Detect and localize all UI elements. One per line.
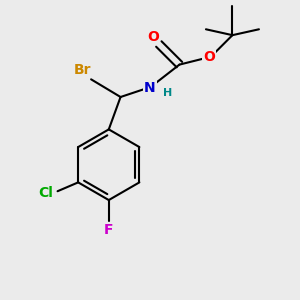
Text: F: F <box>104 223 113 236</box>
Text: N: N <box>144 81 156 95</box>
Text: O: O <box>203 50 215 64</box>
Text: H: H <box>163 88 172 98</box>
Text: Br: Br <box>74 64 91 77</box>
Text: O: O <box>147 30 159 44</box>
Text: Cl: Cl <box>38 186 53 200</box>
